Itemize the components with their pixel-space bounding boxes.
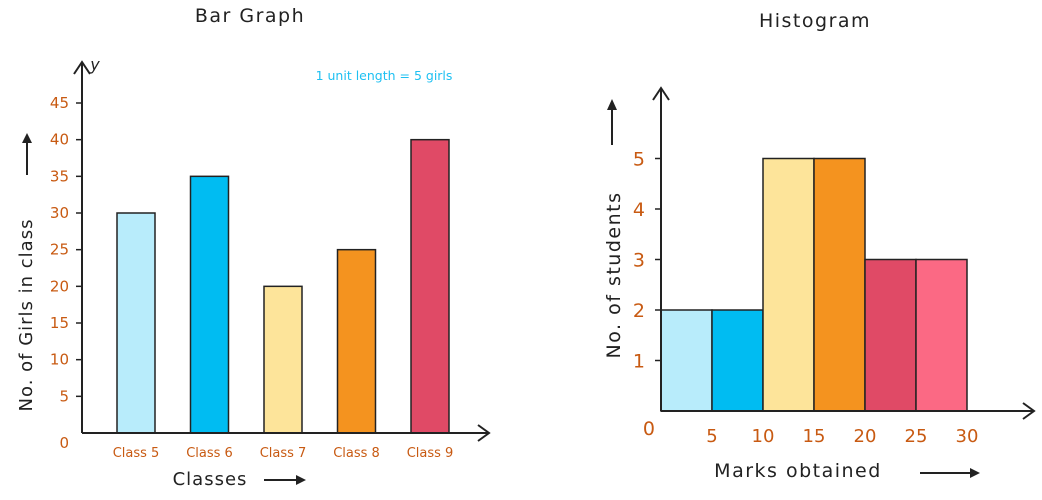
- hist-x-axis-label: Marks obtained: [714, 460, 882, 482]
- bar-y-tick-label: 5: [59, 387, 69, 405]
- bar-class-7: [263, 285, 303, 434]
- bar-y-tick-label: 35: [50, 167, 69, 185]
- hist-y-tick-label: 3: [633, 250, 645, 272]
- bar-class-6: [189, 175, 230, 434]
- hist-x-tick-label: 25: [905, 426, 928, 447]
- hist-y-tick-label: 4: [633, 199, 645, 221]
- hist-bar-25-30: [915, 258, 968, 412]
- hist-x-tick-label: 5: [706, 426, 717, 447]
- bar-y-tick-label: 40: [50, 131, 69, 149]
- bar-x-tick-label: Class 9: [407, 446, 454, 461]
- hist-y-tick-label: 5: [633, 149, 645, 171]
- bar-x-tick-label: Class 5: [113, 446, 160, 461]
- bar-x-label-arrow: [264, 475, 306, 485]
- bar-graph-title: Bar Graph: [195, 5, 305, 27]
- bar-y-tick-label: 10: [50, 351, 69, 369]
- histogram-title: Histogram: [759, 10, 871, 32]
- hist-bar-5-10: [711, 309, 764, 412]
- bar-y-tick-label: 45: [50, 94, 69, 112]
- hist-x-tick-label: 15: [803, 426, 826, 447]
- hist-bar-0-5: [660, 309, 713, 412]
- bar-y-tick-label: 30: [50, 204, 69, 222]
- bar-y-tick-label: 15: [50, 314, 69, 332]
- hist-bar-20-25: [864, 258, 917, 412]
- hist-y-axis-label: No. of students: [603, 192, 625, 359]
- bar-y-label-arrow: [22, 133, 32, 175]
- bar-x-tick-label: Class 6: [186, 446, 233, 461]
- bar-y-axis-arrow: [73, 60, 91, 75]
- bar-y-tick-label: 20: [50, 277, 69, 295]
- bar-graph-chart: Bar Graph 1 unit length = 5 girls 5 10 15 2…: [16, 5, 491, 490]
- bar-y-tick-label: 25: [50, 241, 69, 259]
- unit-note: 1 unit length = 5 girls: [316, 68, 453, 83]
- hist-bar-15-20: [813, 157, 866, 412]
- hist-origin-label: 0: [643, 418, 655, 440]
- bar-y-axis-label: No. of Girls in class: [16, 219, 37, 412]
- bar-x-tick-label: Class 7: [260, 446, 307, 461]
- hist-x-tick-label: 10: [752, 426, 775, 447]
- bar-class-5: [116, 212, 156, 434]
- bar-class-8: [336, 248, 377, 434]
- hist-x-tick-label: 20: [854, 426, 877, 447]
- hist-bar-10-15: [762, 157, 815, 412]
- bar-x-axis-arrow: [477, 424, 491, 442]
- hist-y-tick-label: 2: [633, 300, 645, 322]
- bar-x-tick-label: Class 8: [333, 446, 380, 461]
- hist-y-tick-label: 1: [633, 351, 645, 373]
- bar-x-axis-label: Classes: [173, 469, 248, 490]
- y-axis-letter: y: [89, 55, 100, 74]
- hist-y-axis-arrow: [652, 86, 670, 101]
- hist-y-label-arrow: [607, 99, 617, 145]
- bar-origin-label: 0: [59, 434, 69, 452]
- hist-x-label-arrow: [920, 468, 980, 478]
- hist-x-tick-label: 30: [956, 426, 979, 447]
- histogram-chart: Histogram 1 2 3 4 5 5 10 15 20 25 30 0 Marks obta…: [603, 10, 1036, 482]
- hist-x-axis-arrow: [1022, 402, 1036, 420]
- bar-class-9: [410, 138, 450, 434]
